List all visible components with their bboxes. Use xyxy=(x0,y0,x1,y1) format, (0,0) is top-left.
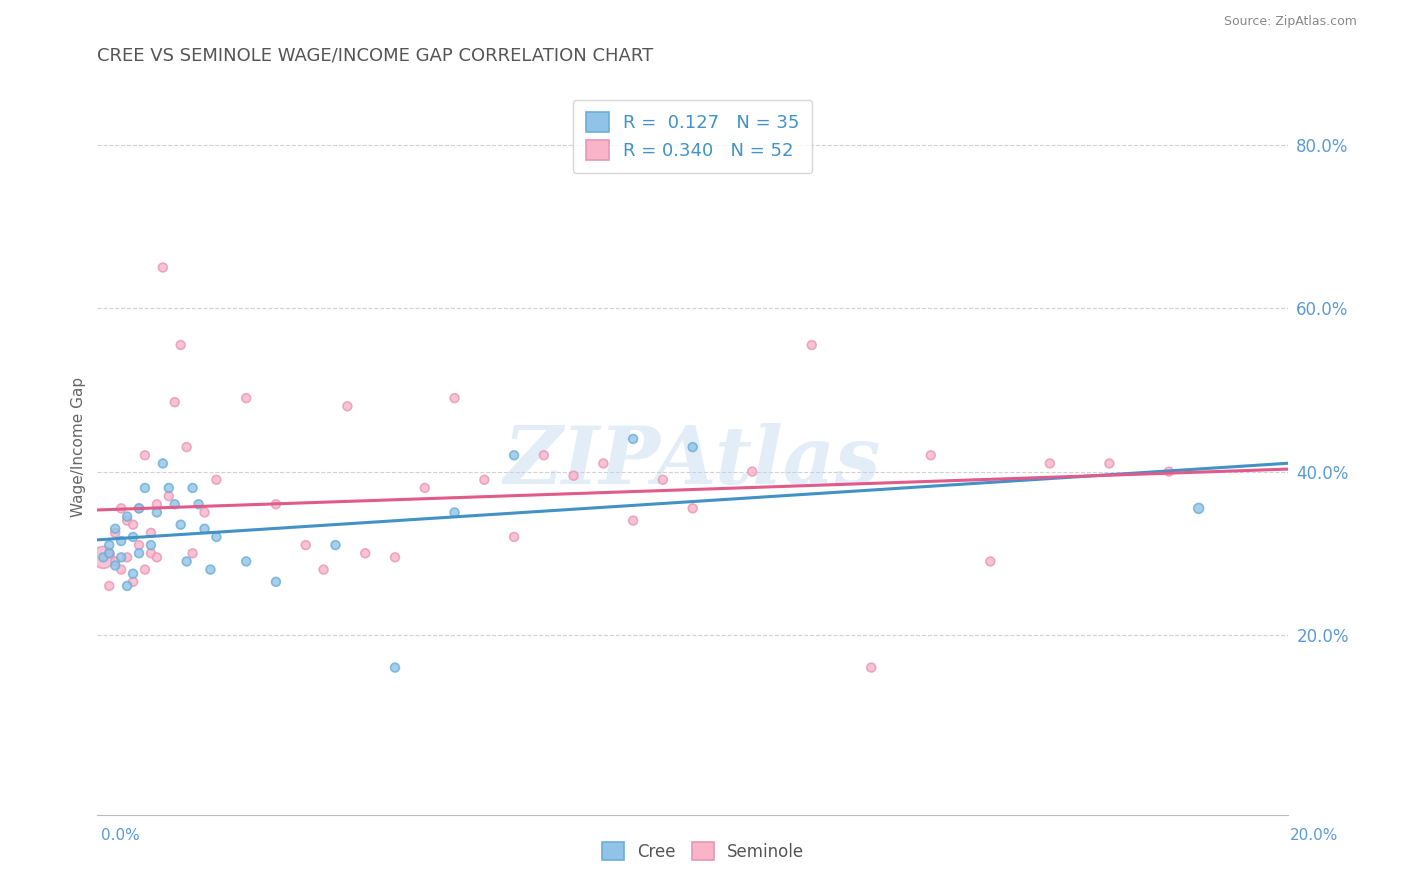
Point xyxy=(122,530,145,544)
Text: Source: ZipAtlas.com: Source: ZipAtlas.com xyxy=(1223,15,1357,28)
Point xyxy=(384,550,406,565)
Point xyxy=(979,554,1001,568)
Point xyxy=(91,550,114,565)
Point xyxy=(443,505,465,519)
Point xyxy=(146,505,169,519)
Point xyxy=(472,473,495,487)
Point xyxy=(200,563,222,577)
Point xyxy=(741,465,763,479)
Point xyxy=(139,546,162,560)
Text: 20.0%: 20.0% xyxy=(1291,829,1339,843)
Point xyxy=(157,489,180,503)
Point xyxy=(1039,457,1062,471)
Point xyxy=(294,538,316,552)
Point xyxy=(122,566,145,581)
Point xyxy=(562,468,585,483)
Point xyxy=(205,530,228,544)
Point xyxy=(128,538,150,552)
Point xyxy=(170,517,193,532)
Point xyxy=(157,481,180,495)
Point xyxy=(312,563,335,577)
Point xyxy=(104,558,127,573)
Point xyxy=(1157,465,1180,479)
Point xyxy=(800,338,823,352)
Legend: R =  0.127   N = 35, R = 0.340   N = 52: R = 0.127 N = 35, R = 0.340 N = 52 xyxy=(572,100,813,173)
Point xyxy=(176,440,198,454)
Point xyxy=(920,448,942,462)
Point xyxy=(1188,501,1211,516)
Point xyxy=(860,660,883,674)
Y-axis label: Wage/Income Gap: Wage/Income Gap xyxy=(72,377,86,517)
Point xyxy=(170,338,193,352)
Point xyxy=(384,660,406,674)
Point xyxy=(235,554,257,568)
Point xyxy=(115,509,138,524)
Point xyxy=(682,440,704,454)
Point xyxy=(533,448,555,462)
Point xyxy=(413,481,436,495)
Point xyxy=(152,260,174,275)
Point xyxy=(152,457,174,471)
Point xyxy=(128,546,150,560)
Point xyxy=(146,550,169,565)
Point xyxy=(651,473,673,487)
Point xyxy=(163,497,186,511)
Legend: Cree, Seminole: Cree, Seminole xyxy=(595,836,811,868)
Point xyxy=(181,481,204,495)
Point xyxy=(91,550,114,565)
Point xyxy=(104,554,127,568)
Point xyxy=(115,514,138,528)
Point xyxy=(176,554,198,568)
Point xyxy=(98,579,121,593)
Point xyxy=(128,501,150,516)
Point xyxy=(187,497,209,511)
Point xyxy=(443,391,465,405)
Point xyxy=(139,525,162,540)
Point xyxy=(592,457,614,471)
Point xyxy=(110,534,132,549)
Point xyxy=(110,563,132,577)
Text: ZIPAtlas: ZIPAtlas xyxy=(503,423,882,500)
Point xyxy=(621,514,644,528)
Point xyxy=(104,522,127,536)
Point xyxy=(235,391,257,405)
Point xyxy=(503,448,526,462)
Point xyxy=(134,481,156,495)
Point xyxy=(115,550,138,565)
Point xyxy=(193,522,215,536)
Point xyxy=(354,546,377,560)
Point xyxy=(146,497,169,511)
Point xyxy=(336,399,359,413)
Point xyxy=(139,538,162,552)
Point xyxy=(115,579,138,593)
Point xyxy=(325,538,347,552)
Point xyxy=(1098,457,1121,471)
Point xyxy=(205,473,228,487)
Point xyxy=(122,574,145,589)
Point xyxy=(122,517,145,532)
Text: 0.0%: 0.0% xyxy=(101,829,141,843)
Point xyxy=(264,497,287,511)
Point xyxy=(98,546,121,560)
Point xyxy=(193,505,215,519)
Point xyxy=(98,538,121,552)
Point xyxy=(503,530,526,544)
Point xyxy=(181,546,204,560)
Point xyxy=(128,501,150,516)
Point xyxy=(98,546,121,560)
Point xyxy=(264,574,287,589)
Point xyxy=(621,432,644,446)
Point xyxy=(134,448,156,462)
Text: CREE VS SEMINOLE WAGE/INCOME GAP CORRELATION CHART: CREE VS SEMINOLE WAGE/INCOME GAP CORRELA… xyxy=(97,46,654,64)
Point xyxy=(682,501,704,516)
Point xyxy=(163,395,186,409)
Point xyxy=(110,501,132,516)
Point xyxy=(110,550,132,565)
Point xyxy=(104,525,127,540)
Point xyxy=(134,563,156,577)
